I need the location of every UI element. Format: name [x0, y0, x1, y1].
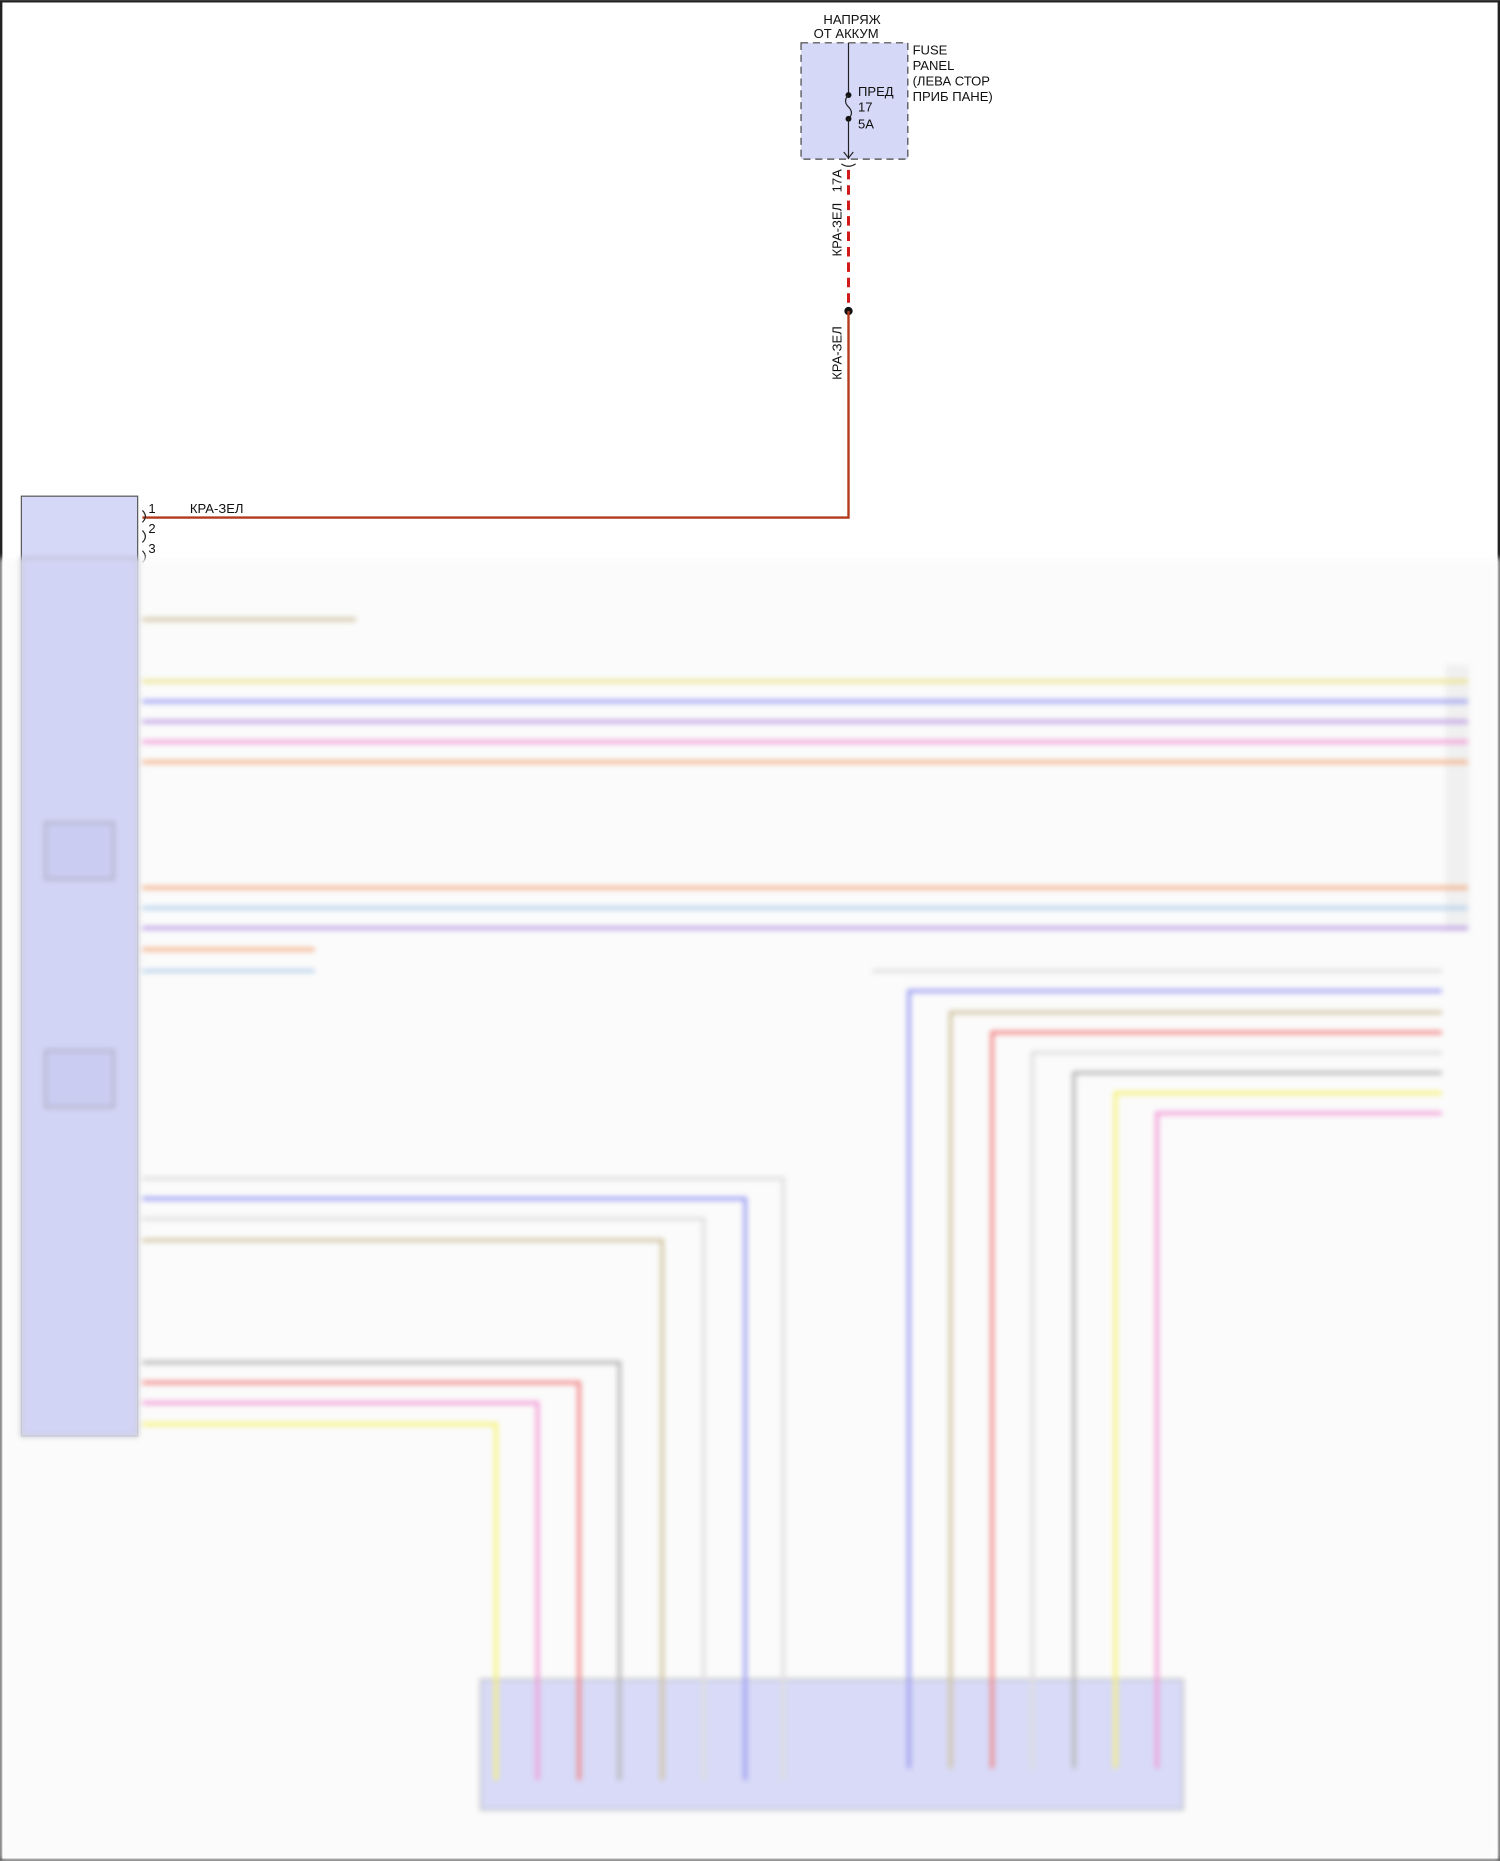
- pin-3: 3: [148, 541, 155, 556]
- fuse-label-1: ПРЕД: [858, 84, 894, 99]
- wire-segment: [142, 311, 850, 519]
- wire: [1030, 1050, 1442, 1769]
- pin-connector-icon: [141, 509, 146, 523]
- wire: [142, 1422, 498, 1781]
- pin-label-17a: 17A: [829, 169, 844, 193]
- wire: [142, 1217, 706, 1781]
- fuse-label-3: 5A: [858, 116, 874, 131]
- pin-connector-icon: [141, 530, 146, 543]
- panel-label-4: ПРИБ ПАНЕ): [913, 89, 993, 104]
- source-label-2: ОТ АККУМ: [814, 26, 879, 41]
- pin-1: 1: [148, 501, 155, 516]
- wire: [142, 1360, 622, 1781]
- wire-color-label: КРА-ЗЕЛ: [829, 326, 844, 380]
- wire: [1113, 1091, 1442, 1769]
- wire: [142, 1380, 581, 1781]
- wire: [142, 1196, 748, 1781]
- wire: [1072, 1071, 1442, 1769]
- pin-2: 2: [148, 521, 155, 536]
- main-wire: 17A КРА-ЗЕЛ КРА-ЗЕЛ КРА-ЗЕЛ: [142, 169, 853, 519]
- fuse-panel: НАПРЯЖ ОТ АККУМ FUSE PANEL (ЛЕВА СТОР ПР…: [800, 12, 993, 167]
- wire: [142, 1176, 786, 1781]
- wire: [142, 1401, 540, 1781]
- panel-label-2: PANEL: [913, 58, 955, 73]
- blurred-wiring-region: [0, 557, 1500, 1861]
- source-label-1: НАПРЯЖ: [823, 12, 880, 27]
- wire: [948, 1010, 1442, 1769]
- wire: [990, 1030, 1442, 1769]
- fuse-icon: [844, 94, 853, 120]
- panel-label-1: FUSE: [913, 43, 948, 58]
- module-box-lower: [20, 557, 139, 1437]
- wire-color-label: КРА-ЗЕЛ: [829, 203, 844, 257]
- wire-color-label: КРА-ЗЕЛ: [190, 501, 244, 516]
- submodule-box: [44, 1049, 115, 1108]
- connector-arrow-icon: [843, 151, 854, 159]
- blur-backdrop: [0, 557, 1500, 1861]
- connector-icon: [841, 163, 856, 167]
- connector-block: [480, 1678, 1184, 1811]
- wire: [907, 989, 1442, 1769]
- wire: [1155, 1111, 1442, 1769]
- fuse-panel-box: [800, 42, 909, 160]
- right-connector: [1445, 664, 1470, 932]
- panel-label-3: (ЛЕВА СТОР: [913, 74, 991, 89]
- fuse-label-2: 17: [858, 100, 873, 115]
- submodule-box: [44, 821, 115, 881]
- wire: [142, 1238, 664, 1781]
